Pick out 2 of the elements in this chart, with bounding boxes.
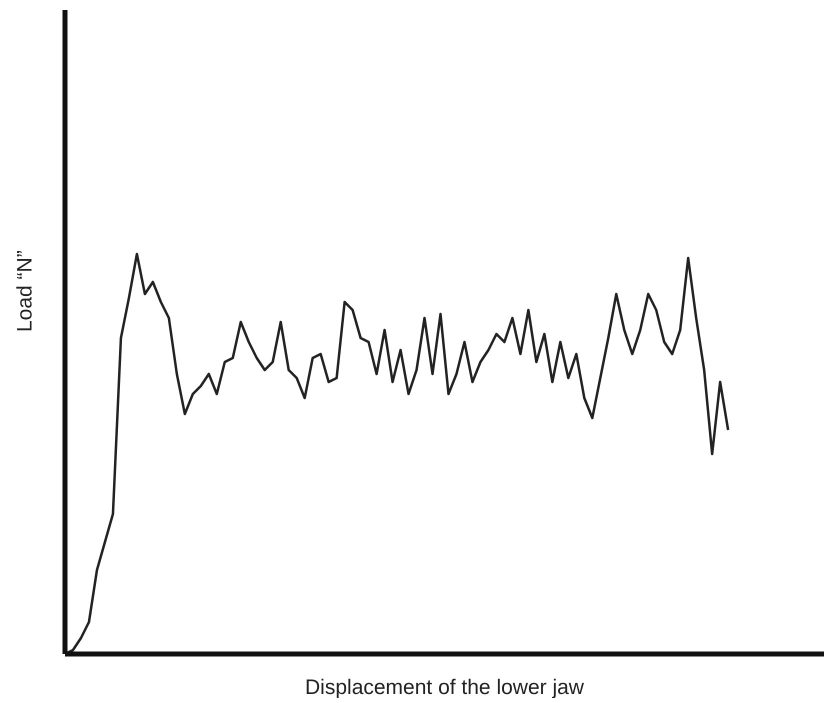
x-axis-title: Displacement of the lower jaw	[305, 676, 585, 699]
y-axis-title: Load “N”	[13, 250, 36, 332]
